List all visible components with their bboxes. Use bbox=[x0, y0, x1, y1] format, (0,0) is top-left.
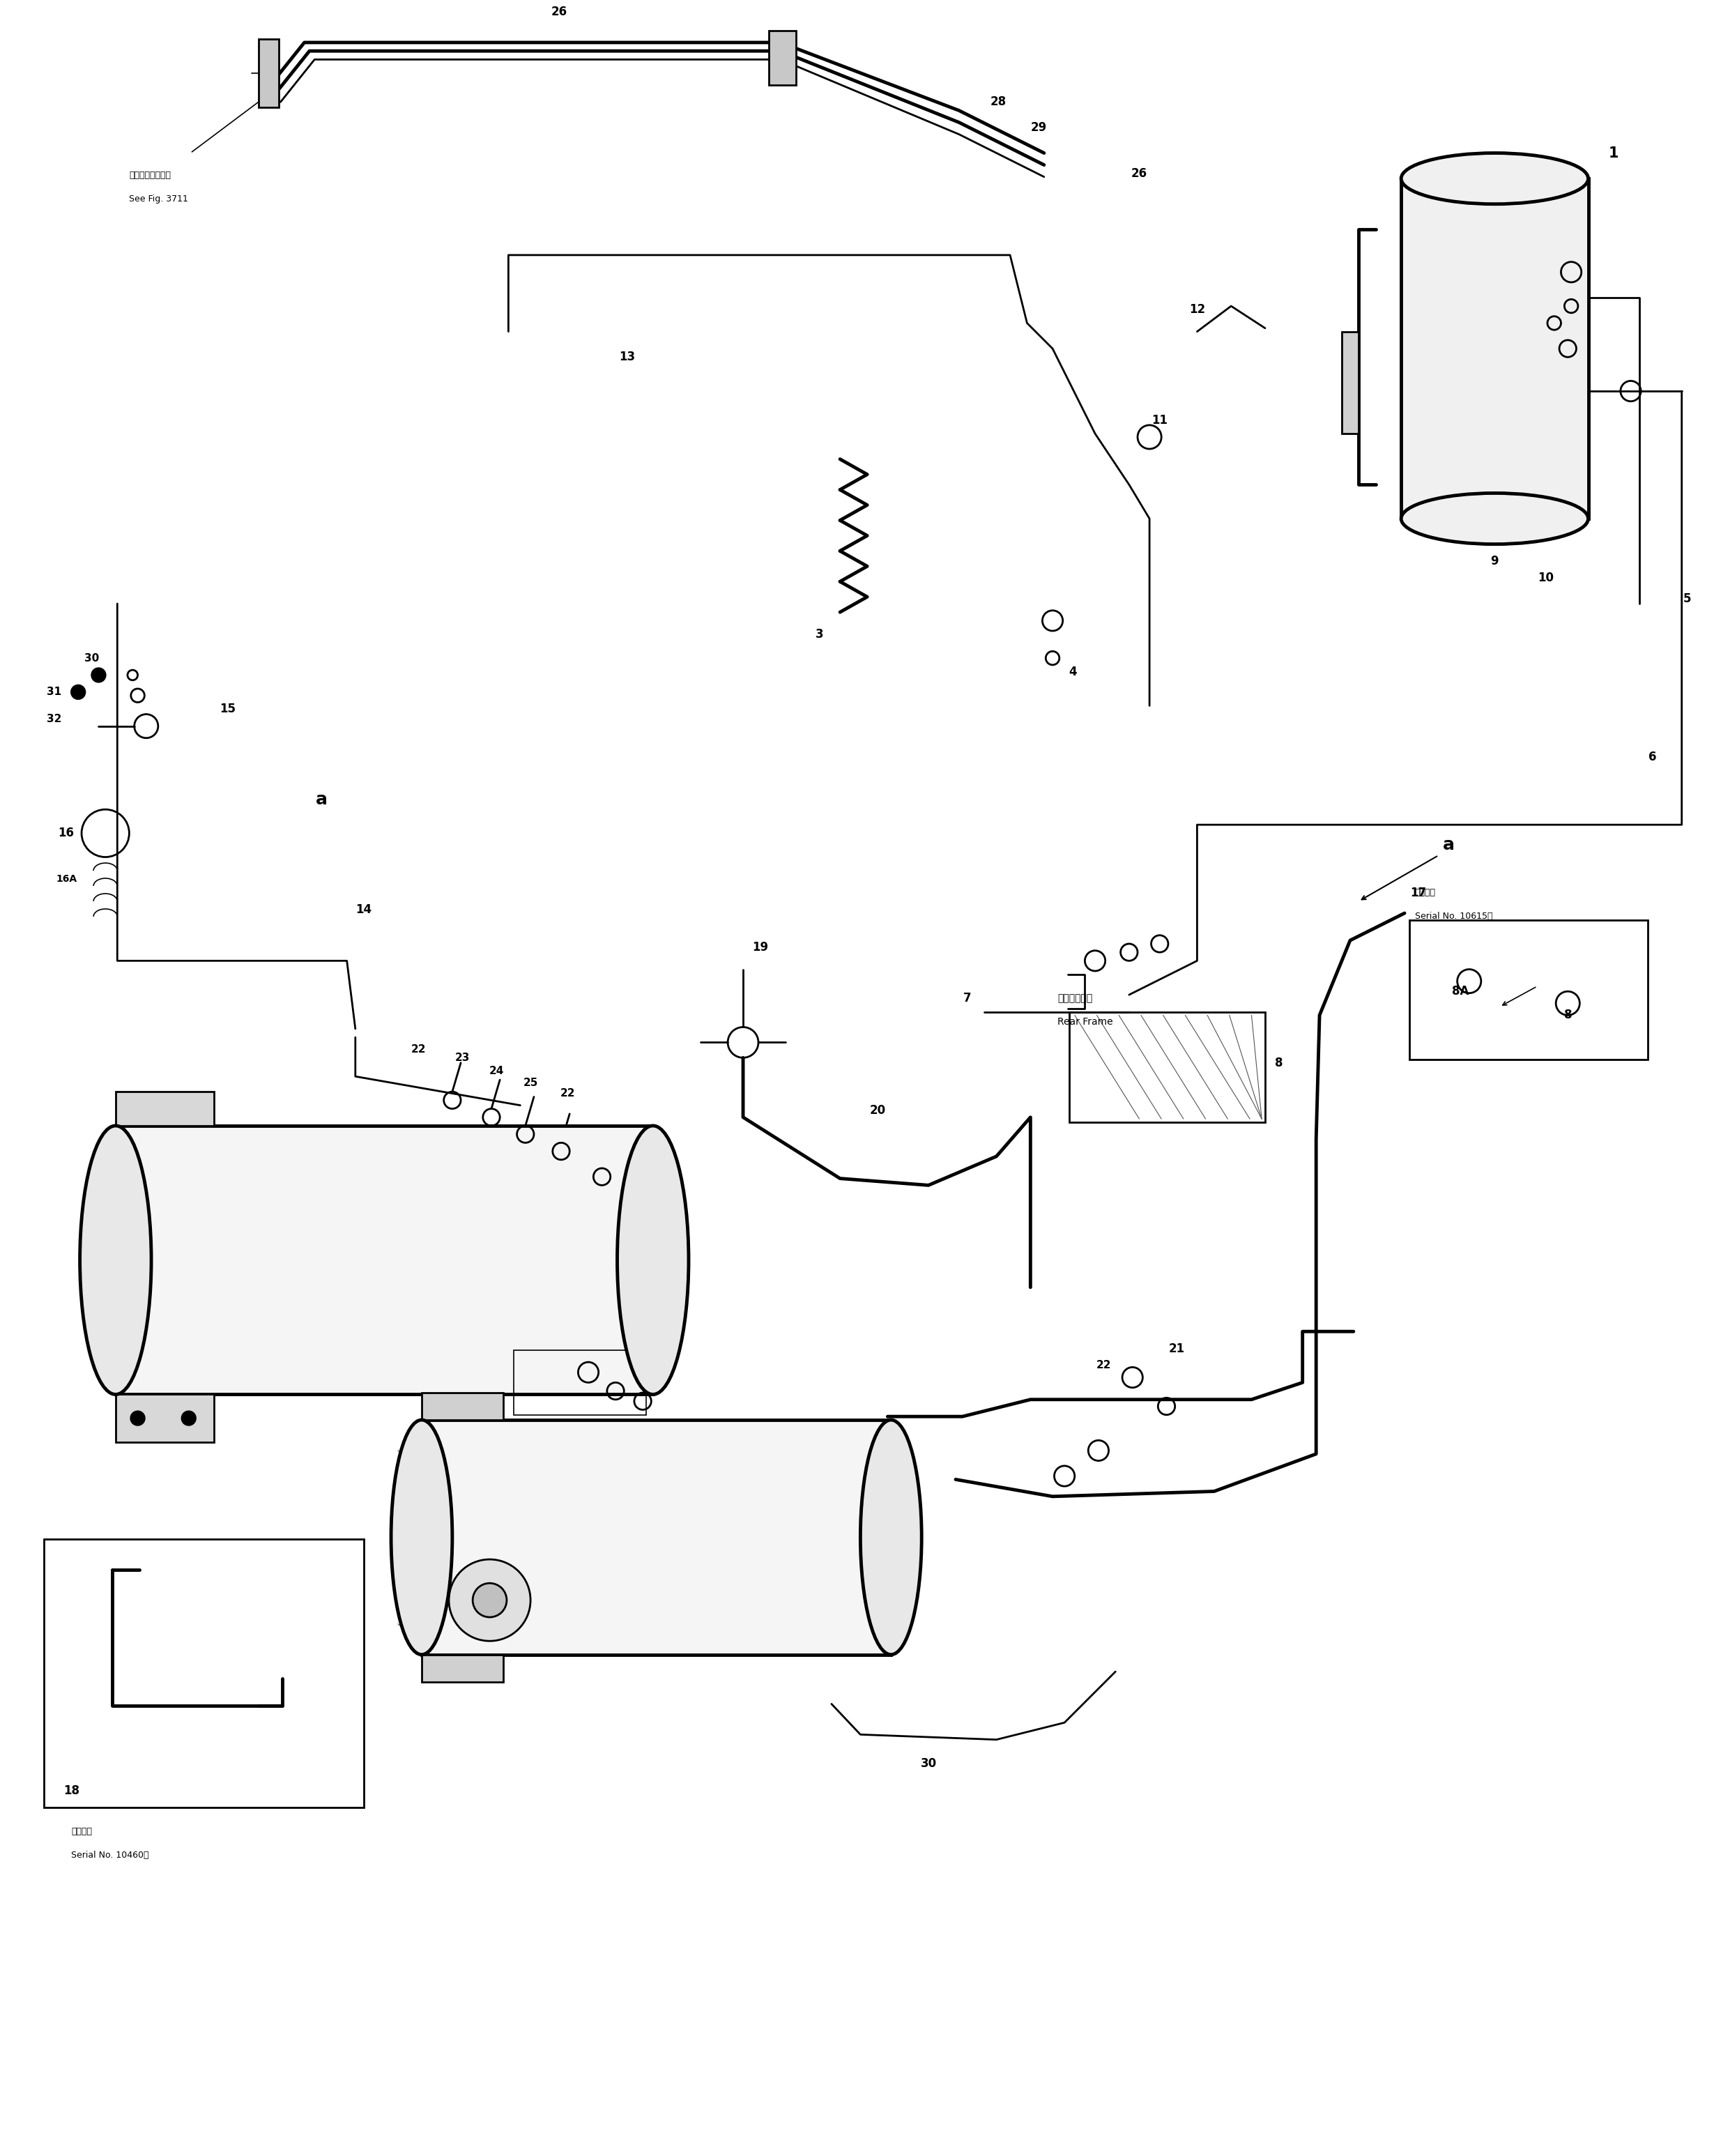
Bar bbox=[422, 1393, 504, 1421]
Text: 29: 29 bbox=[1030, 121, 1047, 134]
Text: 31: 31 bbox=[46, 688, 62, 696]
Bar bbox=[45, 1539, 363, 1807]
Text: 3: 3 bbox=[816, 627, 824, 640]
Text: 24: 24 bbox=[488, 1065, 504, 1076]
Text: 28: 28 bbox=[991, 95, 1006, 108]
Text: 16: 16 bbox=[58, 828, 74, 839]
Text: 20: 20 bbox=[869, 1104, 886, 1117]
Text: 22: 22 bbox=[1095, 1360, 1111, 1371]
Text: See Fig. 3711: See Fig. 3711 bbox=[129, 194, 189, 203]
Text: 10: 10 bbox=[1537, 571, 1553, 584]
Text: ドライタンク右側: ドライタンク右側 bbox=[286, 1231, 333, 1242]
Ellipse shape bbox=[1400, 153, 1589, 205]
Text: a: a bbox=[315, 791, 327, 808]
Circle shape bbox=[182, 1412, 195, 1425]
Circle shape bbox=[72, 686, 86, 699]
Text: 8: 8 bbox=[1275, 1056, 1282, 1069]
Text: 27: 27 bbox=[557, 1309, 572, 1319]
Text: 15: 15 bbox=[219, 703, 237, 716]
Text: 22: 22 bbox=[560, 1089, 576, 1100]
Text: 4: 4 bbox=[1070, 666, 1076, 677]
Text: 11: 11 bbox=[1152, 414, 1167, 427]
Bar bbox=[422, 1421, 891, 1654]
Text: 第３７１１図参照: 第３７１１図参照 bbox=[129, 170, 171, 179]
Text: 30: 30 bbox=[920, 1757, 936, 1770]
Text: 28: 28 bbox=[632, 1326, 646, 1337]
Text: 6: 6 bbox=[1649, 750, 1657, 763]
Text: ドライタンク左側: ドライタンク左側 bbox=[598, 1514, 646, 1524]
Ellipse shape bbox=[391, 1421, 452, 1654]
Bar bbox=[514, 1350, 646, 1414]
Text: 12: 12 bbox=[1190, 304, 1205, 315]
Text: 26: 26 bbox=[1131, 168, 1147, 179]
Text: 適用号機: 適用号機 bbox=[1414, 888, 1436, 897]
Text: 5: 5 bbox=[1683, 593, 1690, 606]
Text: 9: 9 bbox=[1491, 554, 1498, 567]
Bar bbox=[1070, 1011, 1265, 1123]
Bar bbox=[115, 1395, 214, 1442]
Text: リヤフレーム: リヤフレーム bbox=[1058, 994, 1094, 1003]
Text: Dry Tank (L.H): Dry Tank (L.H) bbox=[588, 1539, 656, 1548]
Text: 14: 14 bbox=[357, 903, 372, 916]
Text: 7: 7 bbox=[963, 992, 972, 1005]
Text: 32: 32 bbox=[46, 714, 62, 724]
Text: Dry Tank (R.H): Dry Tank (R.H) bbox=[274, 1259, 345, 1268]
Circle shape bbox=[449, 1559, 531, 1641]
Text: 19: 19 bbox=[752, 940, 768, 953]
Ellipse shape bbox=[860, 1421, 922, 1654]
Text: Serial No. 10615～: Serial No. 10615～ bbox=[1414, 912, 1493, 921]
Text: 18: 18 bbox=[581, 1367, 596, 1380]
Text: 2: 2 bbox=[1405, 427, 1414, 440]
Text: a: a bbox=[1443, 837, 1455, 854]
Text: 25: 25 bbox=[523, 1078, 538, 1089]
Text: 22: 22 bbox=[411, 1044, 425, 1054]
Bar bbox=[768, 30, 795, 84]
Text: 23: 23 bbox=[454, 1052, 470, 1063]
Text: 30: 30 bbox=[84, 653, 99, 664]
Bar bbox=[422, 1654, 504, 1682]
Circle shape bbox=[93, 668, 105, 681]
Bar bbox=[115, 1125, 653, 1395]
Text: Serial No. 10460～: Serial No. 10460～ bbox=[72, 1850, 149, 1861]
Text: 8A: 8A bbox=[1452, 985, 1469, 998]
Text: Rear Frame: Rear Frame bbox=[1058, 1018, 1112, 1026]
Circle shape bbox=[473, 1583, 507, 1617]
Ellipse shape bbox=[1400, 494, 1589, 543]
Ellipse shape bbox=[617, 1125, 689, 1395]
Text: 適用号機: 適用号機 bbox=[72, 1826, 93, 1837]
Text: 16A: 16A bbox=[57, 875, 77, 884]
Bar bbox=[115, 1091, 214, 1125]
Text: 29: 29 bbox=[598, 1315, 614, 1326]
Bar bbox=[1342, 332, 1359, 433]
Text: 13: 13 bbox=[619, 351, 636, 364]
Bar bbox=[259, 39, 279, 108]
Bar bbox=[1409, 921, 1647, 1059]
Ellipse shape bbox=[81, 1125, 151, 1395]
Bar bbox=[1400, 179, 1589, 520]
Text: 17: 17 bbox=[1411, 886, 1426, 899]
Text: 21: 21 bbox=[1169, 1343, 1184, 1354]
Text: 8: 8 bbox=[1563, 1009, 1572, 1022]
Text: 26: 26 bbox=[552, 6, 567, 17]
Text: 1: 1 bbox=[1609, 147, 1618, 160]
Circle shape bbox=[130, 1412, 144, 1425]
Text: 18: 18 bbox=[63, 1785, 79, 1796]
